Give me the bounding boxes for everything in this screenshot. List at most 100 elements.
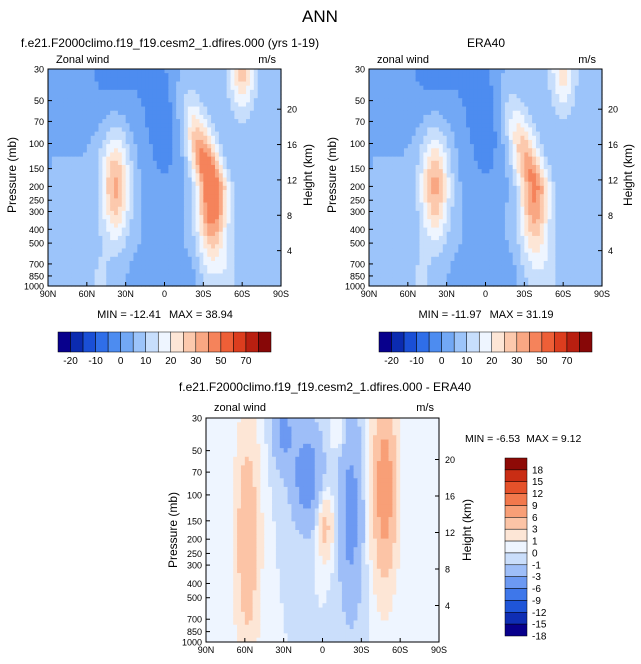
contour-cell bbox=[75, 202, 80, 208]
contour-cell bbox=[141, 98, 146, 103]
colorbar-diff-label: 9 bbox=[532, 501, 538, 512]
contour-cell bbox=[222, 173, 228, 179]
contour-cell bbox=[392, 114, 397, 120]
contour-cell bbox=[489, 181, 494, 187]
contour-cell bbox=[261, 131, 267, 137]
contour-cell bbox=[67, 231, 72, 237]
colorbar-obs-label: 20 bbox=[486, 356, 498, 367]
contour-cell bbox=[48, 156, 53, 162]
contour-cell bbox=[423, 119, 428, 124]
contour-cell bbox=[555, 94, 560, 99]
contour-cell bbox=[392, 110, 397, 116]
contour-cell bbox=[497, 94, 502, 99]
contour-cell bbox=[137, 144, 142, 149]
contour-cell bbox=[226, 73, 232, 78]
contour-cell bbox=[273, 139, 278, 145]
contour-cell bbox=[222, 252, 228, 258]
contour-cell bbox=[508, 81, 514, 87]
contour-cell bbox=[129, 219, 135, 224]
contour-cell bbox=[249, 127, 255, 133]
contour-cell bbox=[277, 160, 282, 166]
contour-cell bbox=[372, 102, 378, 108]
contour-cell bbox=[539, 177, 545, 183]
contour-cell bbox=[218, 123, 224, 129]
contour-cell bbox=[172, 148, 177, 154]
contour-cell bbox=[117, 198, 123, 204]
contour-cell bbox=[238, 173, 243, 179]
contour-cell bbox=[207, 106, 212, 112]
contour-cell bbox=[269, 248, 274, 254]
contour-cell bbox=[98, 106, 103, 112]
contour-cell bbox=[114, 85, 119, 91]
contour-cell bbox=[489, 110, 494, 116]
contour-cell bbox=[71, 85, 76, 91]
contour-cell bbox=[388, 139, 393, 145]
contour-cell bbox=[102, 219, 107, 224]
contour-cell bbox=[578, 152, 584, 158]
contour-cell bbox=[55, 135, 61, 141]
colorbar-diff-label: -18 bbox=[532, 632, 547, 643]
contour-cell bbox=[71, 102, 76, 108]
contour-cell bbox=[79, 144, 84, 149]
contour-cell bbox=[574, 114, 580, 120]
contour-cell bbox=[246, 190, 251, 195]
contour-cell bbox=[257, 190, 263, 195]
contour-cell bbox=[55, 185, 61, 191]
contour-cell bbox=[214, 210, 220, 216]
contour-cell bbox=[512, 102, 518, 108]
contour-cell bbox=[129, 202, 135, 208]
contour-cell bbox=[214, 164, 220, 170]
contour-cell bbox=[55, 156, 61, 162]
contour-cell bbox=[516, 173, 522, 179]
contour-cell bbox=[242, 260, 247, 266]
contour-cell bbox=[218, 227, 224, 233]
contour-cell bbox=[117, 114, 123, 120]
contour-cell bbox=[423, 160, 428, 166]
y-tick-label: 300 bbox=[29, 207, 44, 217]
contour-cell bbox=[195, 190, 201, 195]
contour-cell bbox=[117, 265, 123, 270]
contour-cell bbox=[102, 69, 107, 74]
contour-cell bbox=[462, 152, 467, 158]
contour-cell bbox=[59, 206, 65, 212]
contour-cell bbox=[265, 85, 270, 91]
contour-cell bbox=[234, 177, 239, 183]
contour-cell bbox=[574, 77, 580, 83]
contour-cell bbox=[86, 110, 92, 116]
contour-cell bbox=[141, 273, 146, 279]
contour-cell bbox=[594, 102, 599, 108]
contour-cell bbox=[446, 139, 452, 145]
contour-cell bbox=[435, 131, 440, 137]
contour-cell bbox=[121, 223, 127, 229]
contour-cell bbox=[477, 106, 483, 112]
contour-cell bbox=[407, 89, 413, 95]
contour-cell bbox=[102, 148, 107, 154]
contour-cell bbox=[176, 244, 181, 250]
contour-cell bbox=[419, 106, 424, 112]
contour-cell bbox=[75, 152, 80, 158]
contour-cell bbox=[71, 73, 76, 78]
contour-cell bbox=[79, 248, 84, 254]
contour-cell bbox=[187, 119, 193, 124]
contour-cell bbox=[156, 114, 162, 120]
contour-cell bbox=[384, 131, 390, 137]
contour-cell bbox=[172, 164, 177, 170]
contour-cell bbox=[180, 110, 185, 116]
contour-cell bbox=[82, 248, 88, 254]
contour-cell bbox=[82, 219, 88, 224]
contour-cell bbox=[493, 77, 498, 83]
contour-cell bbox=[277, 110, 282, 116]
contour-cell bbox=[160, 77, 166, 83]
contour-cell bbox=[129, 144, 135, 149]
contour-cell bbox=[532, 106, 537, 112]
contour-cell bbox=[160, 260, 166, 266]
contour-cell bbox=[222, 227, 228, 233]
contour-cell bbox=[380, 173, 386, 179]
contour-cell bbox=[133, 69, 138, 74]
contour-cell bbox=[273, 123, 278, 129]
contour-cell bbox=[214, 152, 220, 158]
contour-cell bbox=[555, 139, 560, 145]
contour-cell bbox=[59, 281, 65, 287]
contour-cell bbox=[82, 177, 88, 183]
contour-cell bbox=[435, 152, 440, 158]
